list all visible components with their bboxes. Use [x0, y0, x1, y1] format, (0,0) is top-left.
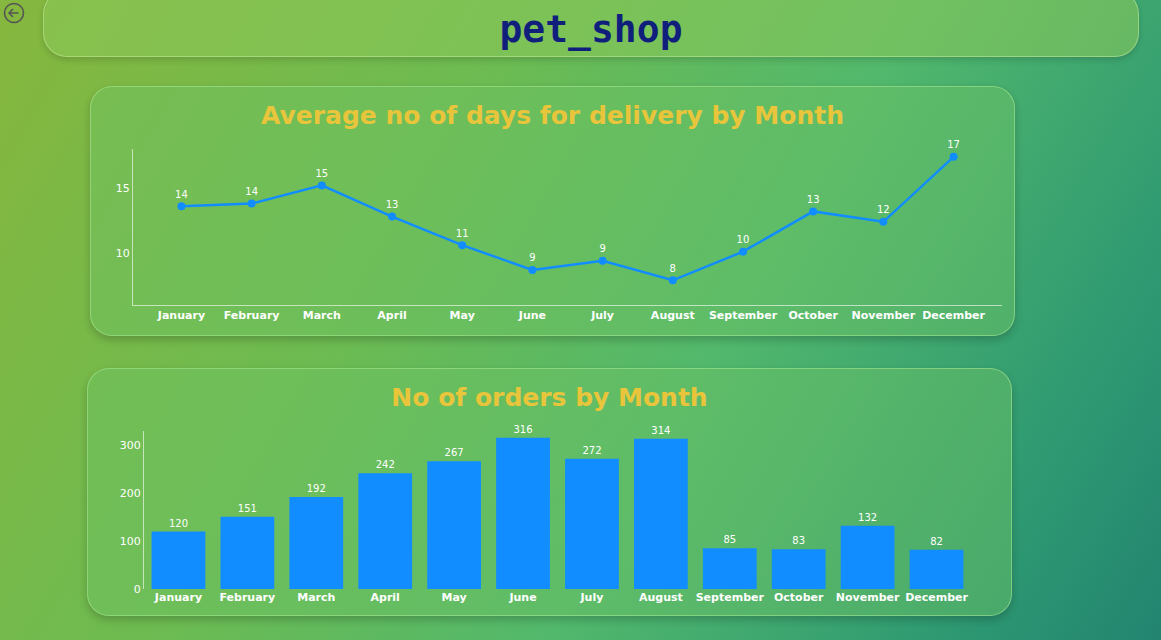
svg-text:June: June — [518, 309, 546, 322]
svg-text:September: September — [709, 309, 778, 322]
svg-text:14: 14 — [175, 189, 188, 200]
svg-text:February: February — [220, 591, 276, 604]
svg-text:December: December — [922, 309, 985, 322]
svg-text:17: 17 — [947, 139, 960, 150]
svg-text:15: 15 — [116, 182, 130, 195]
svg-text:October: October — [774, 591, 824, 604]
svg-text:April: April — [377, 309, 406, 322]
svg-text:11: 11 — [456, 228, 469, 239]
svg-text:9: 9 — [599, 243, 605, 254]
html-text:pet_shop: pet_shop — [499, 6, 683, 51]
svg-text:August: August — [651, 309, 695, 322]
svg-text:March: March — [297, 591, 335, 604]
svg-text:September: September — [696, 591, 765, 604]
svg-text:April: April — [371, 591, 400, 604]
svg-text:200: 200 — [120, 487, 141, 500]
svg-text:10: 10 — [737, 234, 750, 245]
svg-text:June: June — [508, 591, 536, 604]
svg-text:October: October — [788, 309, 838, 322]
svg-text:314: 314 — [651, 425, 670, 436]
svg-text:January: January — [154, 591, 202, 604]
svg-text:300: 300 — [120, 439, 141, 452]
svg-text:November: November — [836, 591, 900, 604]
svg-text:December: December — [905, 591, 968, 604]
svg-text:267: 267 — [445, 447, 464, 458]
svg-text:15: 15 — [315, 168, 328, 179]
svg-text:85: 85 — [723, 534, 736, 545]
svg-text:March: March — [303, 309, 341, 322]
svg-text:No of orders by Month: No of orders by Month — [391, 383, 707, 412]
svg-text:0: 0 — [134, 583, 141, 596]
svg-text:May: May — [442, 591, 467, 604]
svg-text:12: 12 — [877, 204, 890, 215]
svg-text:82: 82 — [930, 536, 943, 547]
svg-text:10: 10 — [116, 247, 130, 260]
svg-text:November: November — [852, 309, 916, 322]
svg-text:January: January — [157, 309, 205, 322]
svg-text:Average no of days for deliver: Average no of days for delivery by Month — [261, 101, 844, 130]
svg-text:120: 120 — [169, 518, 188, 529]
svg-text:August: August — [639, 591, 683, 604]
svg-text:February: February — [224, 309, 280, 322]
svg-text:242: 242 — [376, 459, 395, 470]
svg-text:8: 8 — [670, 263, 676, 274]
svg-text:100: 100 — [120, 535, 141, 548]
svg-text:9: 9 — [529, 252, 535, 263]
svg-text:132: 132 — [858, 512, 877, 523]
svg-text:14: 14 — [245, 186, 258, 197]
svg-text:316: 316 — [513, 424, 532, 435]
svg-text:13: 13 — [807, 194, 820, 205]
svg-text:151: 151 — [238, 503, 257, 514]
svg-text:272: 272 — [582, 445, 601, 456]
svg-text:July: July — [580, 591, 604, 604]
svg-text:13: 13 — [386, 199, 399, 210]
svg-text:May: May — [450, 309, 475, 322]
svg-text:192: 192 — [307, 483, 326, 494]
svg-text:83: 83 — [792, 535, 805, 546]
svg-text:July: July — [590, 309, 614, 322]
